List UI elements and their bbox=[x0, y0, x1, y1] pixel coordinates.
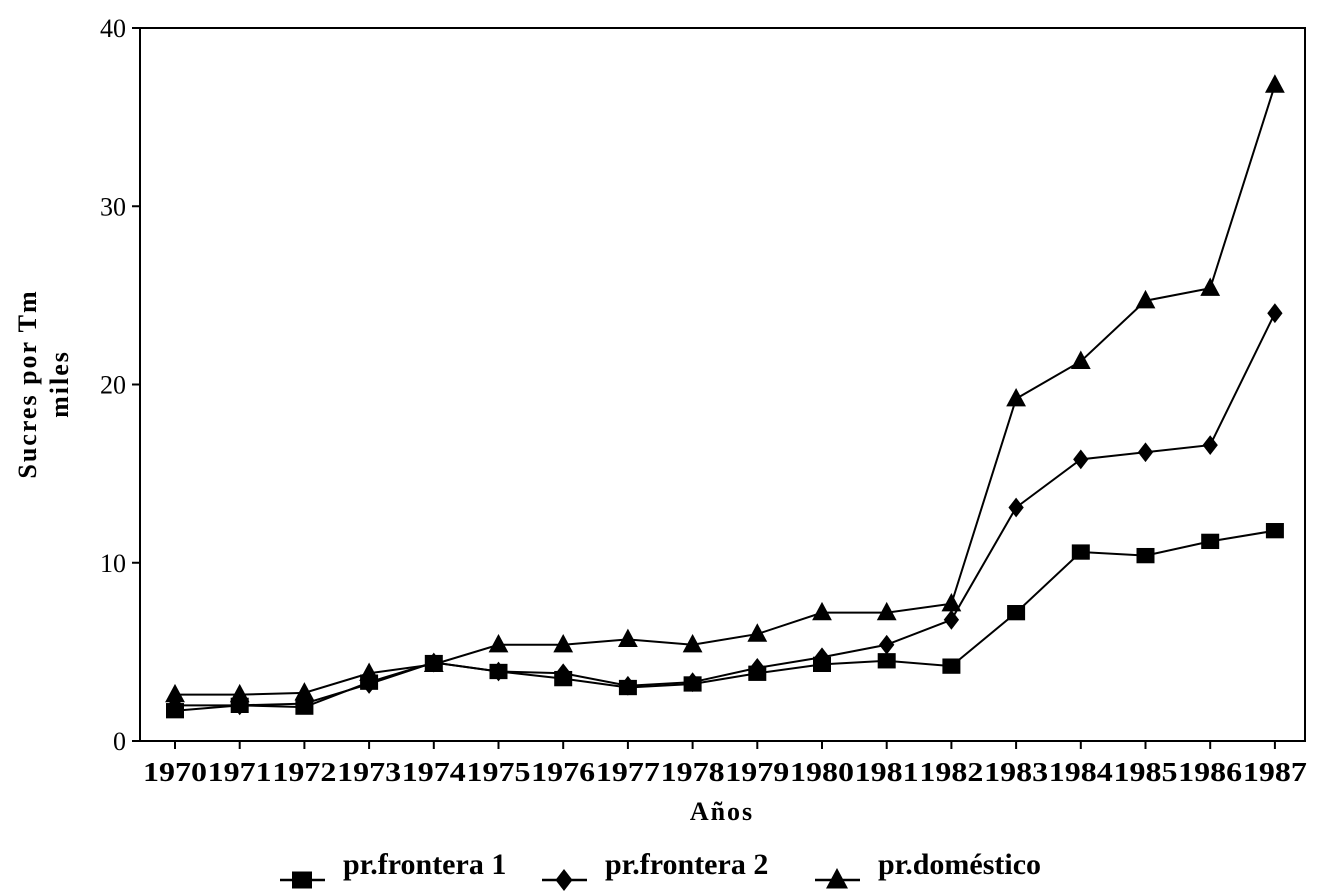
y-axis-label-line-1: Sucres por Tm bbox=[13, 289, 42, 478]
series-2-point bbox=[1008, 497, 1024, 518]
series-1-point bbox=[877, 653, 896, 669]
x-tick-label: 1984 bbox=[1049, 757, 1113, 787]
x-tick-label: 1974 bbox=[402, 757, 466, 787]
x-tick-label: 1980 bbox=[790, 757, 854, 787]
legend: pr.frontera 1 pr.frontera 2 pr.doméstico bbox=[280, 848, 1041, 891]
series-2-point bbox=[943, 609, 960, 630]
x-axis-label: Años bbox=[690, 797, 754, 826]
series-3-point bbox=[747, 623, 768, 642]
series-3-point bbox=[229, 683, 250, 703]
series-3-point bbox=[1265, 74, 1285, 93]
y-ticks: 0 10 20 30 40 bbox=[100, 14, 140, 756]
y-tick-label: 20 bbox=[100, 371, 126, 400]
x-tick-label: 1976 bbox=[531, 757, 595, 787]
legend-marker bbox=[292, 871, 312, 889]
legend-marker bbox=[555, 869, 573, 891]
series-3-point bbox=[1006, 387, 1026, 407]
legend-label: pr.doméstico bbox=[878, 848, 1041, 881]
series-3-point bbox=[423, 653, 444, 673]
legend-marker bbox=[826, 868, 848, 889]
series-3-point bbox=[682, 633, 703, 653]
series-3-point bbox=[812, 601, 832, 621]
series-3-point bbox=[1200, 277, 1221, 296]
series-2-point bbox=[749, 658, 765, 678]
series-2-point bbox=[555, 663, 571, 684]
series-3-point bbox=[553, 633, 574, 653]
series-3-point bbox=[876, 601, 897, 621]
y-tick-label: 30 bbox=[100, 192, 126, 221]
y-axis-label-line-2: miles bbox=[45, 350, 74, 418]
series-3-point bbox=[488, 633, 509, 653]
series-1-point bbox=[1007, 605, 1026, 621]
series-2-point bbox=[1073, 449, 1089, 470]
series-2-point bbox=[490, 661, 507, 682]
x-tick-label: 1975 bbox=[467, 757, 531, 787]
legend-label: pr.frontera 2 bbox=[605, 848, 768, 881]
x-ticks: 1970 1971 1972 1973 1974 1975 1976 1977 1978 1979… bbox=[143, 741, 1307, 787]
x-tick-label: 1971 bbox=[208, 757, 272, 787]
x-tick-label: 1979 bbox=[725, 757, 789, 787]
series-2-point bbox=[814, 647, 830, 668]
series-3-point bbox=[618, 628, 638, 648]
series-1-point bbox=[1136, 547, 1155, 564]
x-tick-label: 1981 bbox=[855, 757, 919, 787]
series-3-point bbox=[294, 682, 315, 701]
x-tick-label: 1986 bbox=[1178, 757, 1242, 787]
x-tick-label: 1972 bbox=[272, 757, 336, 787]
series-3-point bbox=[1135, 289, 1156, 309]
y-tick-label: 10 bbox=[100, 549, 126, 578]
x-tick-label: 1983 bbox=[984, 757, 1048, 787]
series-1-point bbox=[1071, 544, 1090, 560]
series-line-2 bbox=[175, 312, 1276, 707]
series-1-point bbox=[942, 658, 961, 674]
x-tick-label: 1977 bbox=[596, 757, 660, 787]
y-tick-label: 40 bbox=[100, 14, 126, 43]
x-tick-label: 1985 bbox=[1114, 757, 1178, 787]
series-3-point bbox=[165, 683, 185, 703]
series-2-point bbox=[1202, 435, 1218, 456]
plot-area bbox=[139, 27, 1306, 742]
series-layer bbox=[165, 74, 1285, 719]
x-tick-label: 1970 bbox=[143, 757, 207, 787]
series-1-point bbox=[1265, 523, 1284, 539]
series-2-point bbox=[1137, 442, 1154, 463]
series-3-point bbox=[1070, 350, 1091, 369]
series-1-point bbox=[1201, 533, 1220, 550]
series-2-point bbox=[879, 634, 895, 655]
series-3-point bbox=[359, 662, 379, 681]
x-tick-label: 1978 bbox=[661, 757, 725, 787]
x-tick-label: 1982 bbox=[919, 757, 983, 787]
series-3-point bbox=[941, 592, 962, 612]
y-tick-label: 0 bbox=[113, 727, 126, 756]
x-tick-label: 1973 bbox=[337, 757, 401, 787]
series-2-point bbox=[684, 672, 701, 693]
x-tick-label: 1987 bbox=[1243, 757, 1307, 787]
series-line-3 bbox=[175, 84, 1276, 696]
legend-label: pr.frontera 1 bbox=[343, 848, 506, 881]
series-2-point bbox=[620, 675, 636, 696]
series-2-point bbox=[1267, 303, 1283, 324]
